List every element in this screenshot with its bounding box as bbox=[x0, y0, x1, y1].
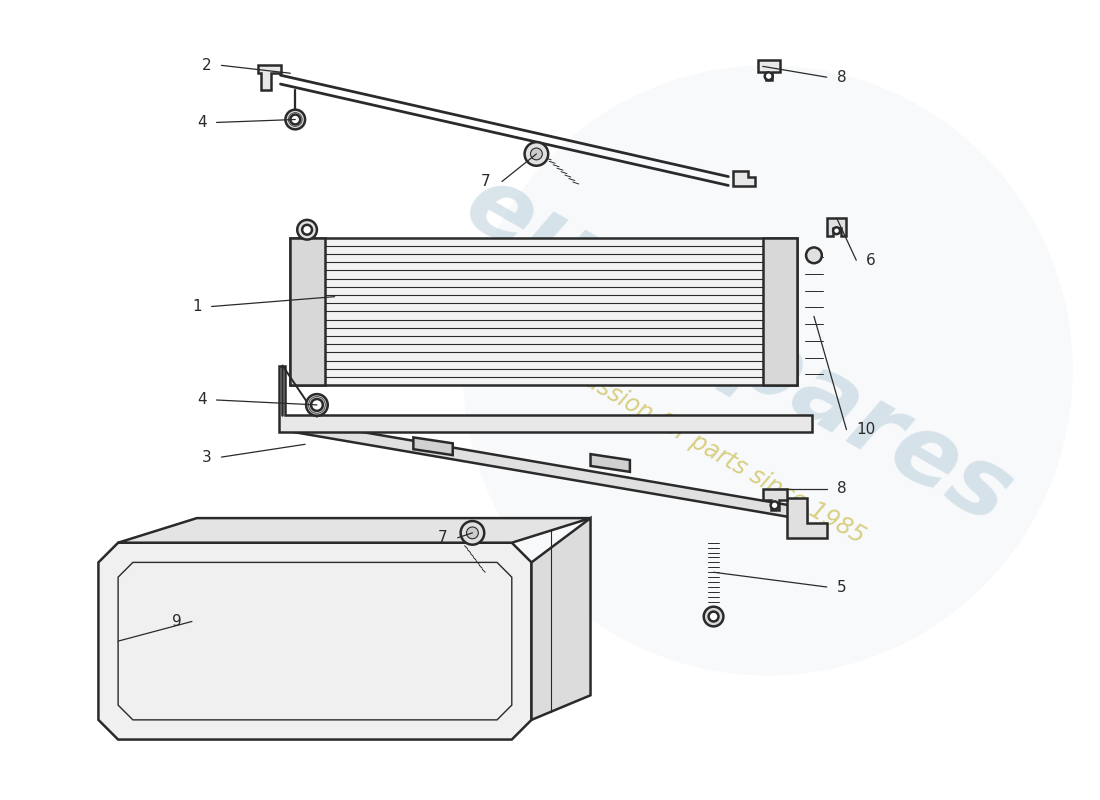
Polygon shape bbox=[278, 366, 812, 433]
Text: 9: 9 bbox=[173, 614, 183, 629]
Text: 7: 7 bbox=[481, 174, 491, 189]
Text: 8: 8 bbox=[837, 70, 846, 85]
Polygon shape bbox=[827, 218, 846, 236]
Circle shape bbox=[704, 606, 724, 626]
Polygon shape bbox=[118, 518, 591, 542]
Circle shape bbox=[764, 72, 772, 80]
Polygon shape bbox=[591, 454, 630, 472]
Circle shape bbox=[461, 521, 484, 545]
Text: 8: 8 bbox=[837, 481, 846, 496]
Text: 4: 4 bbox=[197, 115, 207, 130]
Text: 4: 4 bbox=[197, 393, 207, 407]
Circle shape bbox=[297, 220, 317, 239]
Circle shape bbox=[285, 110, 305, 130]
Polygon shape bbox=[531, 518, 591, 720]
Circle shape bbox=[708, 612, 718, 622]
Polygon shape bbox=[762, 489, 788, 510]
Circle shape bbox=[306, 394, 328, 416]
Circle shape bbox=[311, 399, 322, 411]
Text: 2: 2 bbox=[202, 58, 211, 73]
Polygon shape bbox=[788, 498, 827, 538]
Text: 1: 1 bbox=[192, 299, 201, 314]
Polygon shape bbox=[290, 420, 807, 520]
Polygon shape bbox=[290, 238, 324, 386]
Text: a passion for parts since 1985: a passion for parts since 1985 bbox=[548, 350, 869, 549]
Circle shape bbox=[530, 148, 542, 160]
Text: 7: 7 bbox=[438, 530, 448, 546]
Circle shape bbox=[771, 502, 779, 510]
Polygon shape bbox=[758, 61, 780, 80]
Polygon shape bbox=[257, 66, 280, 90]
Polygon shape bbox=[290, 238, 798, 386]
Text: eurospares: eurospares bbox=[449, 157, 1027, 545]
Text: 3: 3 bbox=[202, 450, 211, 465]
Text: 6: 6 bbox=[866, 253, 876, 268]
Circle shape bbox=[806, 247, 822, 263]
Circle shape bbox=[833, 227, 840, 234]
Circle shape bbox=[525, 142, 548, 166]
Circle shape bbox=[466, 527, 478, 538]
Text: 5: 5 bbox=[837, 579, 846, 594]
Circle shape bbox=[290, 114, 300, 125]
Polygon shape bbox=[762, 238, 798, 386]
Polygon shape bbox=[98, 542, 531, 739]
Text: 10: 10 bbox=[856, 422, 876, 437]
Circle shape bbox=[463, 66, 1072, 675]
Polygon shape bbox=[734, 170, 755, 186]
Circle shape bbox=[302, 225, 312, 234]
Polygon shape bbox=[414, 438, 453, 455]
